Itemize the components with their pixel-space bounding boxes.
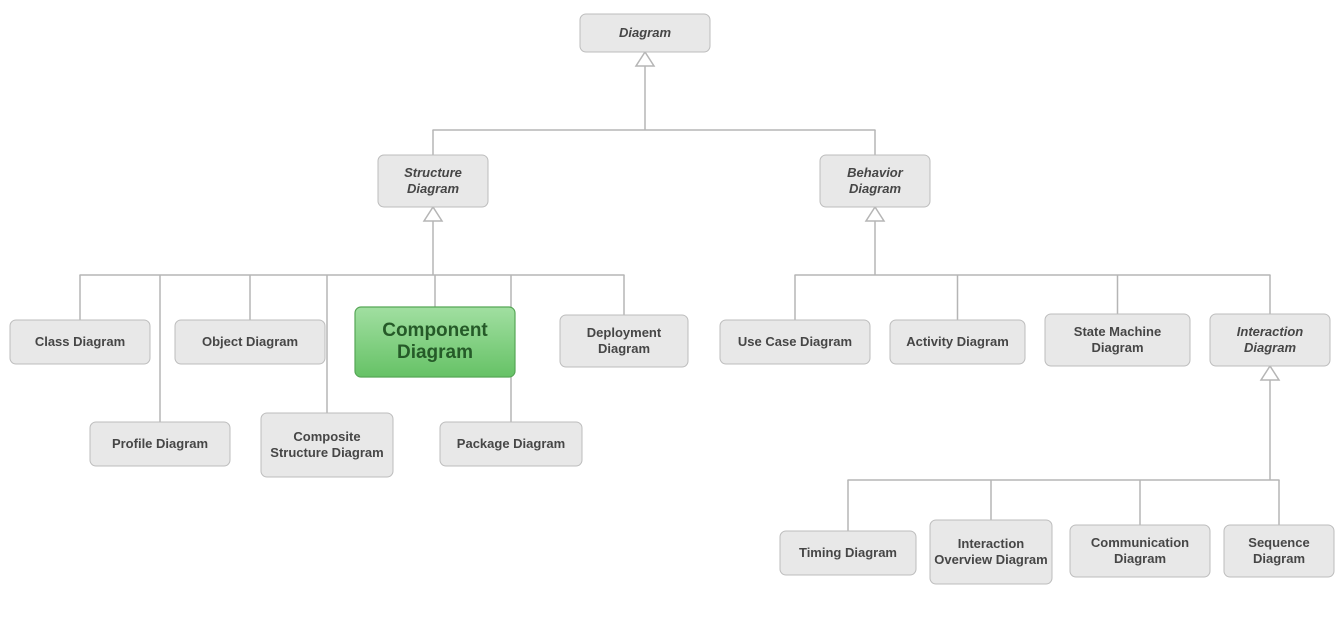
node-label-usecase: Use Case Diagram	[720, 320, 870, 364]
node-composite: Composite Structure Diagram	[261, 413, 393, 477]
node-interaction: Interaction Diagram	[1210, 314, 1330, 366]
node-label-interaction: Interaction Diagram	[1210, 314, 1330, 366]
node-object: Object Diagram	[175, 320, 325, 364]
edges-layer	[80, 52, 1279, 531]
node-label-diagram: Diagram	[580, 14, 710, 52]
node-component: Component Diagram	[355, 307, 515, 377]
node-label-structure: Structure Diagram	[378, 155, 488, 207]
node-label-deployment: Deployment Diagram	[560, 315, 688, 367]
node-package: Package Diagram	[440, 422, 582, 466]
node-statemachine: State Machine Diagram	[1045, 314, 1190, 366]
node-intoverview: Interaction Overview Diagram	[930, 520, 1052, 584]
node-diagram: Diagram	[580, 14, 710, 52]
node-label-timing: Timing Diagram	[780, 531, 916, 575]
node-communication: Communication Diagram	[1070, 525, 1210, 577]
node-timing: Timing Diagram	[780, 531, 916, 575]
node-label-intoverview: Interaction Overview Diagram	[930, 520, 1052, 584]
node-label-composite: Composite Structure Diagram	[261, 413, 393, 477]
uml-diagram-tree: Diagram Structure Diagram Behavior Diagram…	[0, 0, 1340, 637]
node-deployment: Deployment Diagram	[560, 315, 688, 367]
node-label-profile: Profile Diagram	[90, 422, 230, 466]
node-label-object: Object Diagram	[175, 320, 325, 364]
node-usecase: Use Case Diagram	[720, 320, 870, 364]
node-label-package: Package Diagram	[440, 422, 582, 466]
node-label-activity: Activity Diagram	[890, 320, 1025, 364]
node-structure: Structure Diagram	[378, 155, 488, 207]
node-activity: Activity Diagram	[890, 320, 1025, 364]
node-label-sequence: Sequence Diagram	[1224, 525, 1334, 577]
node-label-communication: Communication Diagram	[1070, 525, 1210, 577]
node-sequence: Sequence Diagram	[1224, 525, 1334, 577]
node-profile: Profile Diagram	[90, 422, 230, 466]
node-label-component: Component Diagram	[355, 307, 515, 377]
node-class: Class Diagram	[10, 320, 150, 364]
node-behavior: Behavior Diagram	[820, 155, 930, 207]
nodes-layer: Diagram Structure Diagram Behavior Diagram…	[10, 14, 1334, 584]
node-label-behavior: Behavior Diagram	[820, 155, 930, 207]
node-label-class: Class Diagram	[10, 320, 150, 364]
node-label-statemachine: State Machine Diagram	[1045, 314, 1190, 366]
